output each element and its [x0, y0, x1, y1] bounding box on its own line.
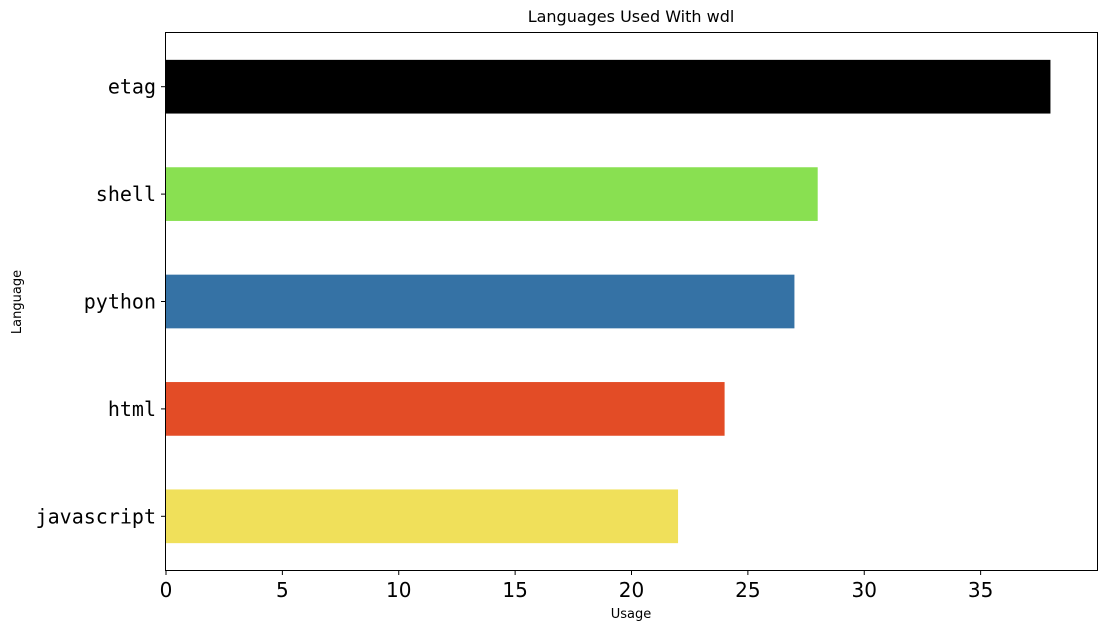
y-tick-label: python — [84, 290, 156, 314]
y-tick-label: shell — [96, 182, 156, 206]
x-tick-label: 5 — [276, 578, 289, 602]
chart-title: Languages Used With wdl — [528, 7, 735, 26]
bar-javascript — [166, 489, 679, 544]
y-tick-label: html — [108, 397, 156, 421]
x-tick-label: 10 — [386, 578, 411, 602]
x-tick-label: 35 — [968, 578, 993, 602]
x-ticks: 0 5 10 15 20 25 30 35 — [160, 570, 993, 602]
bar-html — [166, 382, 725, 436]
x-tick-label: 15 — [502, 578, 527, 602]
y-tick-label: etag — [108, 75, 156, 99]
y-tick-label: javascript — [36, 504, 156, 528]
x-tick-label: 25 — [735, 578, 760, 602]
bars-layer — [166, 59, 1051, 544]
x-tick-label: 30 — [852, 578, 877, 602]
y-ticks: javascript html python shell etag — [36, 75, 166, 528]
bar-shell — [166, 167, 818, 221]
x-axis-label: Usage — [611, 607, 652, 622]
x-tick-label: 0 — [160, 578, 173, 602]
bar-python — [166, 274, 795, 329]
x-tick-label: 20 — [619, 578, 644, 602]
y-axis-label: Language — [10, 270, 25, 334]
bar-etag — [166, 59, 1051, 114]
